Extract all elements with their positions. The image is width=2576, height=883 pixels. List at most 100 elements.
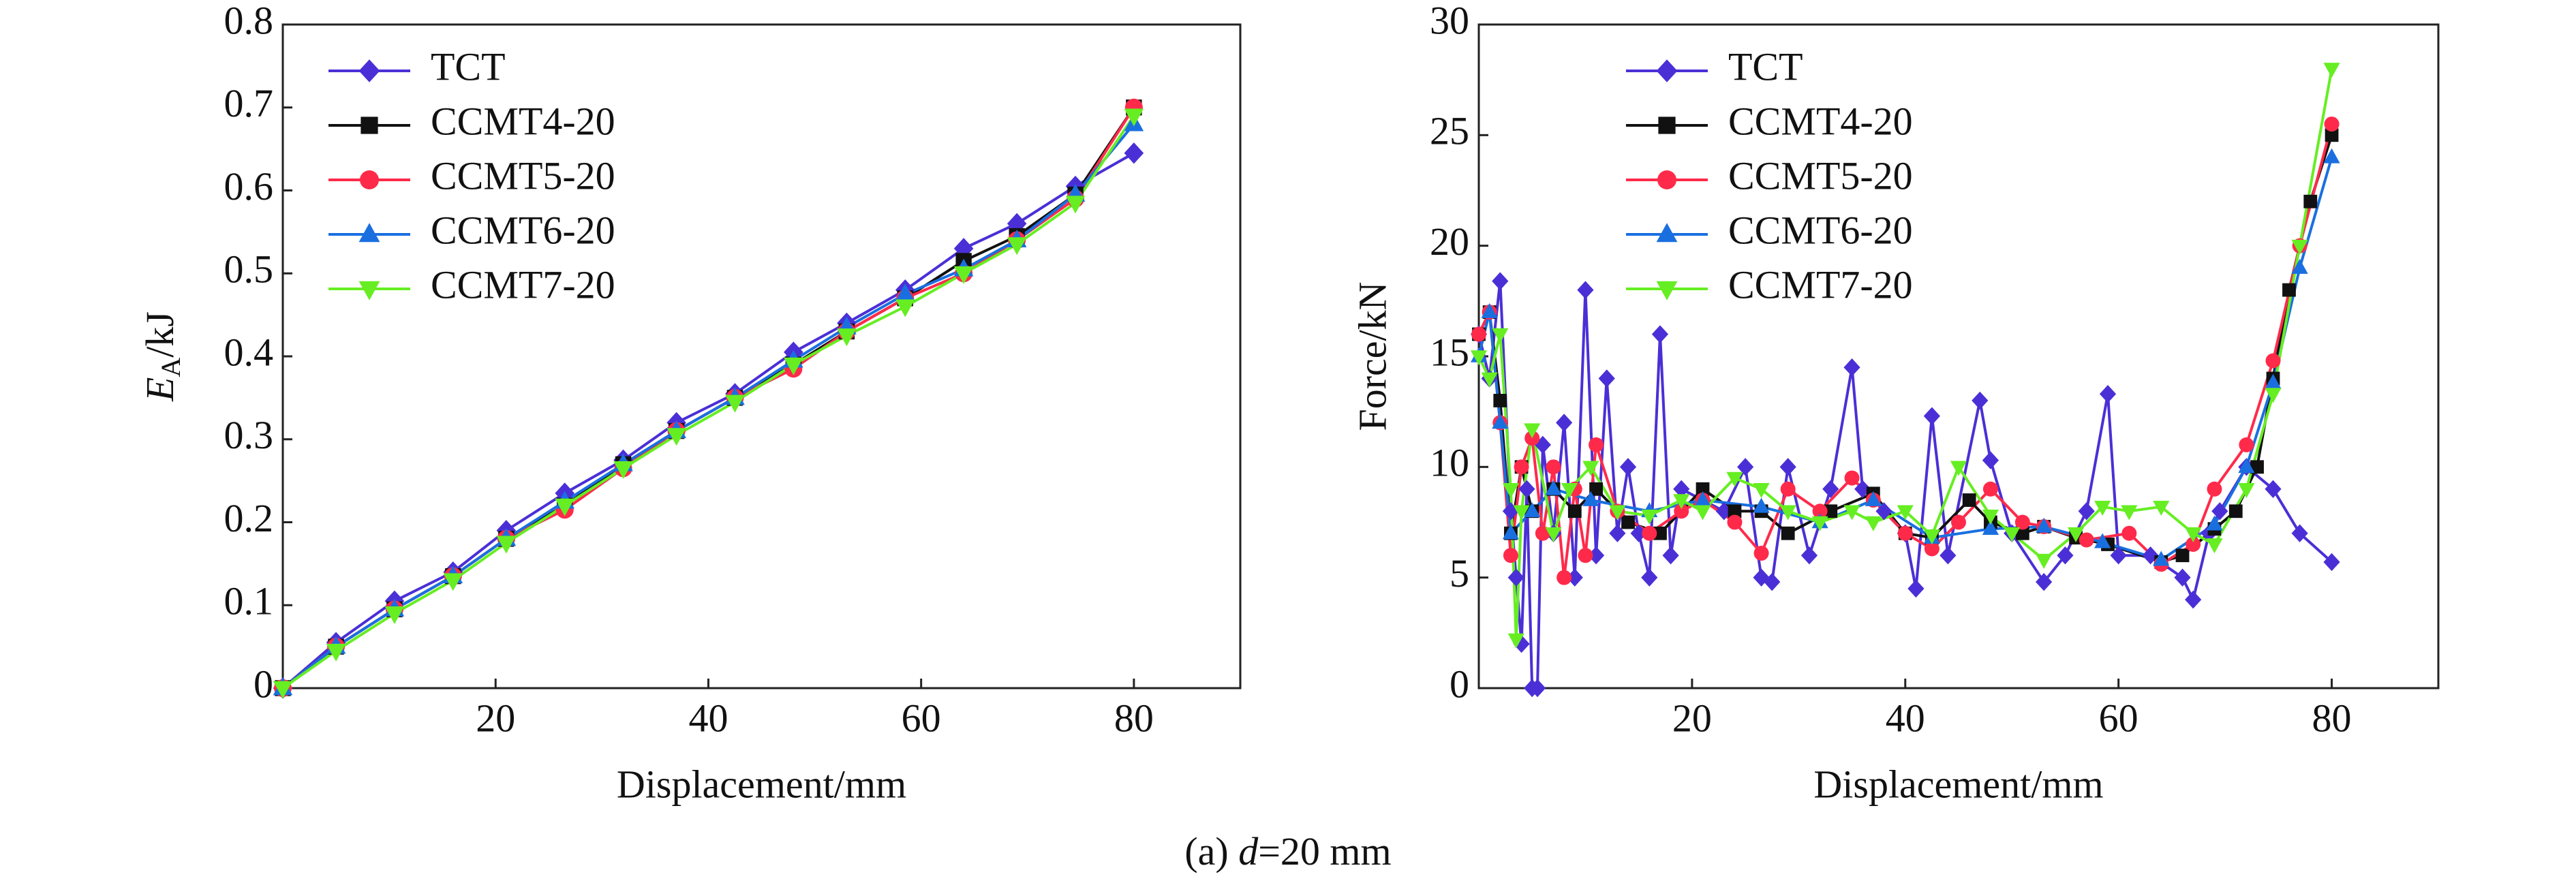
marker <box>2036 572 2053 591</box>
legend-marker <box>361 117 378 134</box>
marker <box>2014 514 2030 530</box>
marker <box>1589 437 1604 452</box>
marker <box>1641 568 1658 587</box>
marker <box>2206 515 2223 531</box>
marker <box>1621 515 1635 529</box>
marker <box>1481 303 1498 318</box>
marker <box>1939 546 1957 565</box>
marker <box>2324 117 2340 132</box>
marker <box>1897 525 1913 541</box>
marker <box>2265 388 2282 403</box>
marker <box>1502 524 1520 540</box>
marker <box>2067 527 2085 542</box>
marker <box>1923 529 1940 545</box>
marker <box>2323 63 2340 78</box>
marker <box>2185 527 2202 542</box>
marker <box>1764 572 1781 591</box>
y-tick-label: 15 <box>1430 330 1469 374</box>
marker <box>1662 546 1679 565</box>
y-tick-label: 0 <box>1450 662 1469 706</box>
marker <box>725 394 745 413</box>
marker <box>1524 502 1541 518</box>
marker <box>1609 505 1626 521</box>
marker <box>1589 482 1603 496</box>
y-tick-label: 20 <box>1430 219 1469 264</box>
marker <box>1923 407 1940 425</box>
caption-text: =20 mm <box>1258 829 1391 873</box>
y-tick-label: 0 <box>254 662 273 706</box>
legend-marker <box>358 59 380 82</box>
marker <box>2323 553 2340 572</box>
legend-label: CCMT4-20 <box>431 99 615 143</box>
marker <box>2238 483 2255 498</box>
legend-marker <box>358 223 380 243</box>
legend-marker <box>1658 117 1676 134</box>
marker <box>2121 525 2137 541</box>
marker <box>1619 458 1637 476</box>
legend-label: CCMT5-20 <box>1728 153 1913 198</box>
y-tick-label: 10 <box>1430 441 1469 485</box>
x-tick-label: 80 <box>2312 696 2352 740</box>
marker <box>1726 471 1743 487</box>
marker <box>2004 527 2021 542</box>
marker <box>1502 502 1520 521</box>
marker <box>2110 546 2127 565</box>
y-axis-label-part: /kJ <box>138 311 182 358</box>
marker <box>1865 516 1882 531</box>
legend-label: CCMT6-20 <box>431 208 615 252</box>
marker <box>1514 459 1529 475</box>
marker <box>1811 516 1828 531</box>
marker <box>1545 527 1562 542</box>
marker <box>1513 505 1530 521</box>
marker <box>1641 509 1658 525</box>
marker <box>1651 325 1669 343</box>
marker <box>1582 491 1599 506</box>
marker <box>273 681 293 699</box>
y-tick-label: 25 <box>1430 109 1469 153</box>
marker <box>1753 545 1769 561</box>
series-line <box>281 114 1135 690</box>
marker <box>2153 500 2170 516</box>
marker <box>1950 461 1967 476</box>
marker <box>2174 568 2191 587</box>
marker <box>1471 326 1486 342</box>
marker <box>1800 546 1818 565</box>
marker <box>784 357 803 375</box>
marker <box>613 461 633 479</box>
marker <box>2079 532 2094 548</box>
x-tick-label: 40 <box>1886 696 1925 740</box>
marker <box>1779 505 1796 521</box>
marker <box>1694 491 1711 506</box>
marker <box>2057 546 2074 565</box>
marker <box>2207 481 2222 497</box>
y-tick-label: 0.3 <box>224 413 274 457</box>
marker <box>1737 458 1754 476</box>
legend-label: CCMT7-20 <box>1728 262 1913 307</box>
marker <box>1492 328 1509 343</box>
marker <box>1578 548 1593 563</box>
marker <box>1470 350 1488 366</box>
marker <box>1545 480 1562 495</box>
marker <box>1982 451 1999 469</box>
marker <box>2265 480 2282 498</box>
marker <box>2282 283 2296 297</box>
marker <box>1566 568 1583 587</box>
marker <box>1972 391 1989 410</box>
x-tick-label: 20 <box>476 696 515 740</box>
marker <box>443 573 463 591</box>
y-tick-label: 0.7 <box>224 81 274 125</box>
y-tick-label: 0.8 <box>224 0 274 42</box>
marker <box>1065 196 1086 214</box>
marker <box>1567 504 1582 518</box>
plot-frame <box>1477 23 2440 690</box>
marker <box>2121 505 2138 521</box>
y-axis-label: Force/kN <box>1350 281 1394 431</box>
marker <box>1492 272 1509 290</box>
y-tick-label: 0.5 <box>224 247 274 292</box>
marker <box>1843 505 1860 521</box>
marker <box>1694 505 1711 521</box>
marker <box>1493 394 1507 407</box>
marker <box>1822 480 1839 498</box>
legend-label: CCMT5-20 <box>431 153 615 198</box>
